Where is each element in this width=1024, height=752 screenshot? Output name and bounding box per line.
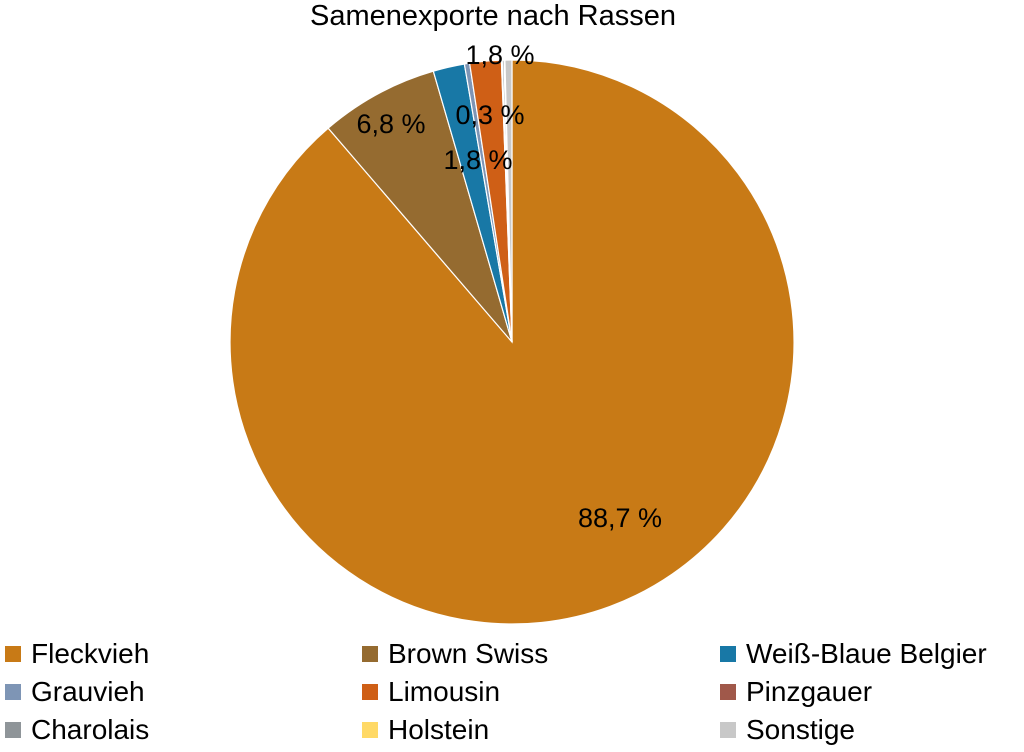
legend-swatch: [5, 722, 21, 738]
legend-item-brown-swiss: Brown Swiss: [362, 638, 548, 670]
legend-label: Fleckvieh: [31, 638, 150, 669]
legend-item-pinzgauer: Pinzgauer: [720, 676, 872, 708]
legend-label: Grauvieh: [31, 676, 145, 707]
legend-swatch: [720, 646, 736, 662]
chart-title: Samenexporte nach Rassen: [310, 0, 676, 32]
legend-label: Sonstige: [746, 714, 855, 745]
data-label-fleckvieh: 88,7 %: [578, 503, 662, 533]
legend-swatch: [362, 684, 378, 700]
legend-swatch: [5, 646, 21, 662]
legend-label: Pinzgauer: [746, 676, 873, 707]
legend-label: Weiß-Blaue Belgier: [746, 638, 987, 669]
data-label-wei-blaue-belgier: 1,8 %: [443, 145, 512, 175]
legend-item-charolais: Charolais: [5, 714, 149, 746]
legend-swatch: [362, 722, 378, 738]
legend: Fleckvieh Brown Swiss Weiß-Blaue Belgier Gr…: [0, 632, 1024, 752]
legend-swatch: [720, 722, 736, 738]
data-label-brown-swiss: 6,8 %: [356, 109, 425, 139]
pie-chart: 88,7 % 6,8 % 1,8 % 0,3 % 1,8 %: [229, 40, 795, 625]
legend-item-fleckvieh: Fleckvieh: [5, 638, 149, 670]
legend-item-grauvieh: Grauvieh: [5, 676, 145, 708]
legend-swatch: [720, 684, 736, 700]
legend-label: Charolais: [31, 714, 150, 745]
legend-item-limousin: Limousin: [362, 676, 500, 708]
legend-label: Limousin: [388, 676, 501, 707]
legend-item-sonstige: Sonstige: [720, 714, 855, 746]
legend-swatch: [362, 646, 378, 662]
legend-item-holstein: Holstein: [362, 714, 489, 746]
legend-swatch: [5, 684, 21, 700]
data-label-grauvieh: 0,3 %: [455, 100, 524, 130]
pie-slice-sonstige: [504, 59, 513, 343]
pie-slice-brown-swiss: [327, 70, 513, 343]
legend-label: Brown Swiss: [388, 638, 549, 669]
data-label-limousin: 1,8 %: [465, 40, 534, 70]
legend-item-wei-blaue-belgier: Weiß-Blaue Belgier: [720, 638, 987, 670]
legend-label: Holstein: [388, 714, 490, 745]
